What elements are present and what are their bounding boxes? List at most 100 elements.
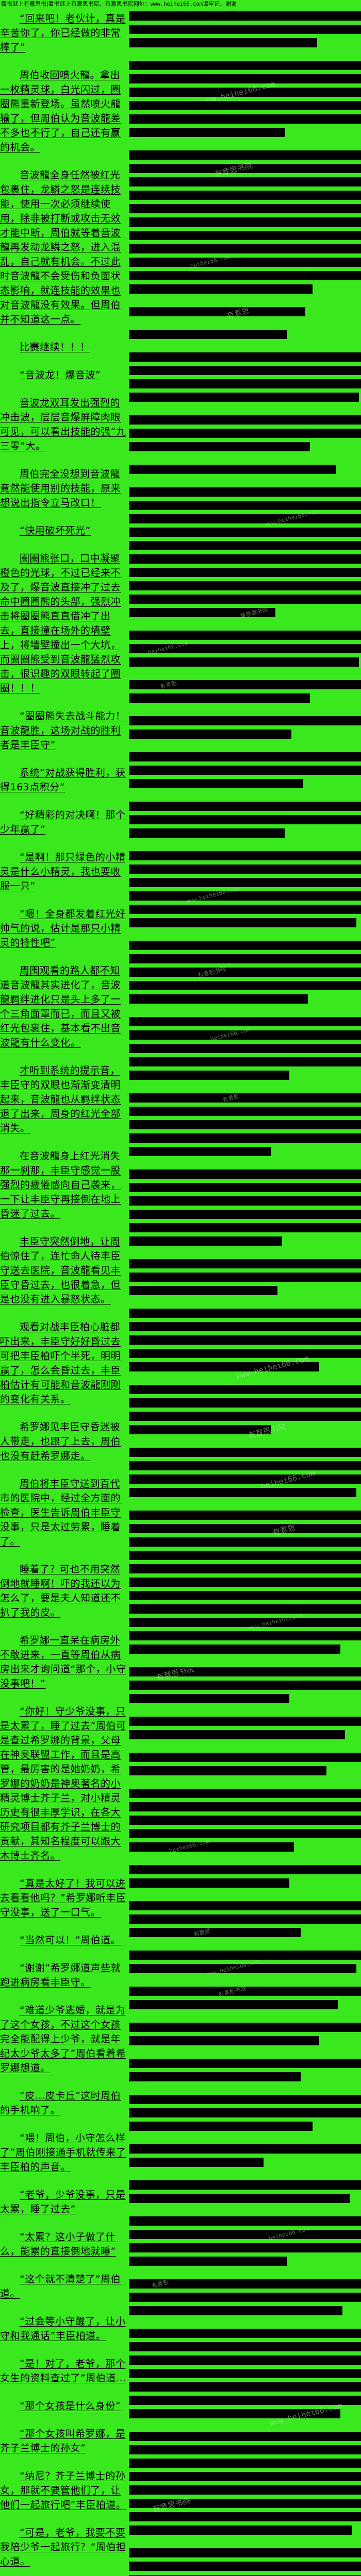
redaction-bar [129,487,361,497]
redaction-bar [129,1789,361,1798]
novel-paragraph: 周伯完全没想到音波龍竟然能使用别的技能，原来想说出指令立马改口！ [0,468,121,509]
redaction-bar [129,1071,289,1080]
redaction-bar [129,1461,361,1470]
redaction-block: 有意思 [129,1093,361,1156]
redaction-bar [129,465,336,474]
redaction-bar [129,554,361,564]
redaction-block [129,1865,361,1888]
novel-paragraph: “这个就不清楚了”周伯道。 [0,2274,121,2299]
redaction-block: heihei66.com [129,1789,361,1854]
redaction-bar [129,865,361,874]
novel-paragraph: “回来吧！老伙计，真是辛苦你了，你已经做的非常棒了” [0,13,126,53]
redaction-bar [129,918,356,927]
redaction-bar [129,1044,361,1053]
banner-prefix-text: 看书就上有意思书|看书就上有意思书院，有意思书院网址： [1,1,151,7]
redaction-bar [129,981,361,990]
novel-paragraph: “可是，老爷，我要不要我陪少爷一起旅行？”周伯担心道。 [0,2527,126,2567]
novel-paragraph: 周围观看的路人都不知道音波龍其实进化了，音波龍羁绊进化只是头上多了一个三角面罩而… [0,965,121,1048]
redaction-bar [129,1273,361,1282]
novel-paragraph: “谢谢”希罗娜道声些就跑进病房看丰臣守。 [0,1962,121,1988]
redaction-bar [129,2036,319,2045]
redaction-bar [129,2059,361,2068]
redaction-bar [129,2485,361,2495]
redaction-block: heihei66.com [129,1448,361,1497]
redaction-block [129,2059,361,2081]
redaction-bar [129,501,361,510]
redaction-bar [129,878,361,887]
redaction-bar [129,330,287,339]
watermark-text: 有意思 [222,1093,240,1104]
redaction-bar [129,352,361,362]
redaction-bar [129,631,361,640]
site-banner-top: 看书就上有意思书|看书就上有意思书院，有意思书院网址：www.heihei66.… [0,0,361,7]
novel-paragraph: 丰臣守突然倒地，让周伯惊住了，连忙命人待丰臣守送去医院，音波龍看见丰臣守昏过去，… [0,1236,121,1305]
banner-suffix-text: 请牢记，谢谢 [202,1,237,7]
redaction-bar [129,1901,361,1910]
redaction-bar [129,177,361,187]
novel-paragraph: 希罗娜见丰臣守昏迷被人带走，也跟了上去，周伯也没有赶希罗娜走。 [0,1421,121,1462]
redaction-bar [129,1914,361,1924]
redaction-bar [129,779,303,788]
redaction-bar [129,1564,361,1573]
redaction-bar [129,1537,361,1547]
redaction-block: 有意思 [129,306,361,320]
novel-paragraph: “喂！周伯，小守怎么样了”周伯刚接通手机就传来了丰臣柏的声音。 [0,2132,126,2173]
redaction-bar: 有意思 [129,2279,361,2290]
novel-paragraph: “音波龙！爆音波” [20,369,101,381]
watermark-text: www.heihei66.com [206,1958,260,1978]
novel-paragraph: “皮...皮卡丘”这时周伯的手机响了。 [0,2090,121,2116]
watermark-text: 有意思书院 [214,161,254,179]
watermark-text: www.heihei66.com [264,508,319,528]
redaction-bar [129,2472,361,2481]
redaction-bar [129,994,308,1004]
redaction-bar [129,2072,301,2081]
watermark-text: www.heihei66.com [248,1612,303,1632]
redaction-bar [129,415,361,425]
redaction-bar [129,2382,361,2392]
watermark-text: 有意思书院 [152,2496,192,2514]
redaction-bar [129,1766,326,1775]
redaction-bar [129,1551,361,1560]
redaction-bar: 有意思书院 [129,2496,361,2514]
novel-paragraph: “太累？这小子做了什么，能累的直接倒地就睡” [0,2231,116,2257]
redaction-bar [129,2023,361,2032]
banner-url-text: www.heihei66.com [150,1,203,7]
redaction-bar: www.heihei66.com [129,2401,343,2428]
watermark-text: 有意思 [225,306,251,321]
watermark-text: 有意思 [159,680,178,690]
redaction-bar [129,752,361,761]
redaction-bar [129,568,361,577]
redaction-block [129,716,361,739]
redaction-bar [129,1322,361,1331]
redaction-bar [129,1286,277,1295]
redaction-bar [129,2194,350,2203]
novel-paragraph: 音波龙双耳发出强烈的冲击波，层层音爆屏障肉眼可见，可以看出技能的强“九三零”大。 [0,397,126,452]
redaction-bar [129,1802,361,1811]
novel-paragraph: “快用破坏死光” [20,525,91,536]
novel-paragraph: 希罗娜一直呆在病房外不敢进来，一直等周伯从病房出来才询问道“那个，小守没事吧！” [0,1635,126,1689]
redaction-bar: www.heihei66.com [129,508,361,528]
redaction-bar [129,284,313,294]
redaction-block [129,1170,361,1246]
redaction-bar [129,2369,361,2378]
novel-paragraph: “当然可以！”周伯道。 [20,1935,121,1946]
redaction-bar [129,2158,264,2167]
redaction-bar: 有意思 [129,680,361,690]
redaction-bar [129,2095,361,2104]
redaction-bar: heihei66.com [129,1838,294,1854]
watermark-text: heihei66.com [189,253,231,270]
novel-paragraph: “是！对了，老爷，那个女生的资料查过了”周伯道... [0,2358,126,2384]
redaction-block [129,415,361,451]
redaction-bar [129,128,285,137]
redaction-bar: 有意思 [129,1523,361,1537]
redaction-bar [129,828,285,838]
redaction-block: www.heihei66.com [129,1309,361,1381]
redaction-block: www.heihei66.com 有意思书院 [129,487,361,619]
redaction-bar [129,1259,361,1268]
redaction-block [129,802,361,838]
redaction-bar [129,1335,361,1345]
redaction-bar [129,38,317,47]
redaction-bar [129,1951,361,1960]
redaction-block: heihei66.com [129,2216,361,2266]
redaction-bar [129,730,291,739]
